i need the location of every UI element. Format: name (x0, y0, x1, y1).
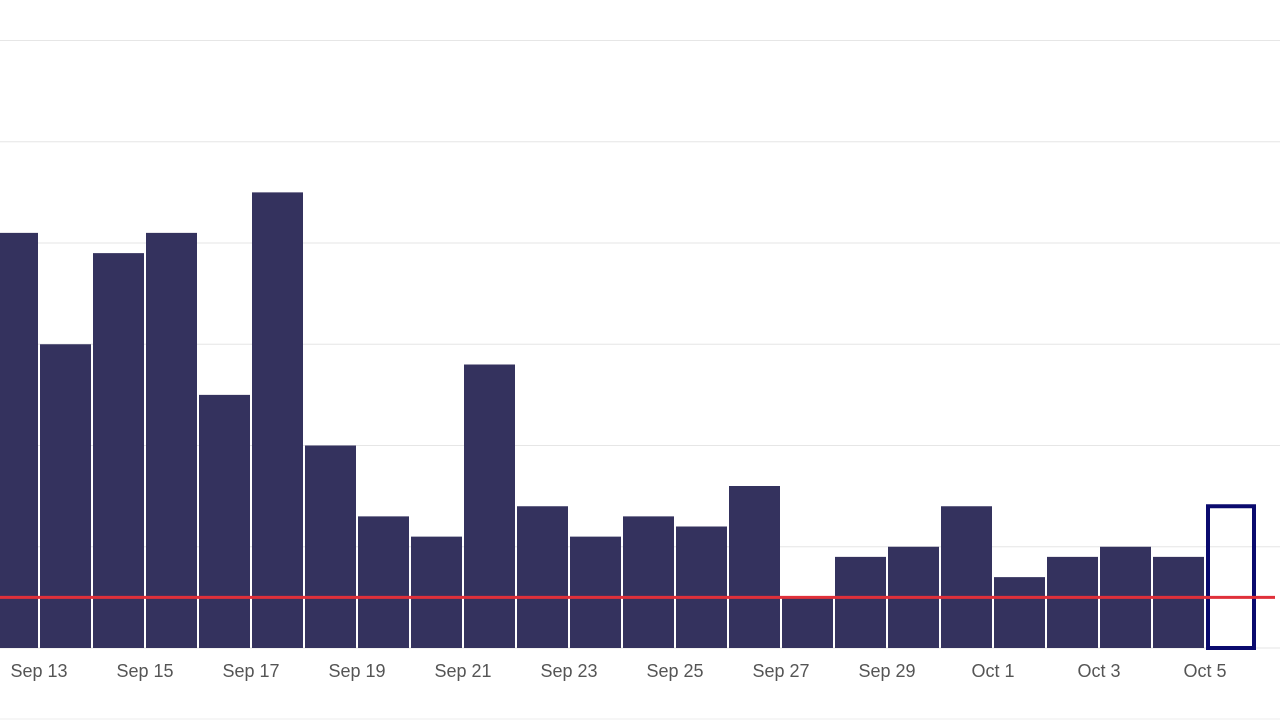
bar (305, 445, 356, 648)
bar (464, 364, 515, 648)
bar (0, 232, 38, 648)
bar (358, 516, 409, 648)
x-tick-label: Sep 25 (646, 661, 703, 681)
bar (676, 526, 727, 648)
bar (994, 577, 1045, 648)
x-tick-label: Sep 29 (858, 661, 915, 681)
bar (146, 232, 197, 648)
bar (570, 536, 621, 648)
bar (1047, 556, 1098, 648)
x-tick-label: Sep 19 (328, 661, 385, 681)
bar (729, 486, 780, 648)
x-tick-label: Sep 23 (540, 661, 597, 681)
bar (623, 516, 674, 648)
bar (1153, 556, 1204, 648)
x-tick-label: Oct 5 (1183, 661, 1226, 681)
bar (411, 536, 462, 648)
x-tick-label: Sep 27 (752, 661, 809, 681)
bar (782, 597, 833, 648)
x-tick-label: Sep 13 (10, 661, 67, 681)
x-tick-label: Sep 17 (222, 661, 279, 681)
x-tick-label: Sep 21 (434, 661, 491, 681)
x-tick-label: Sep 15 (116, 661, 173, 681)
bar (517, 506, 568, 648)
highlight-bar (1206, 504, 1256, 650)
bar (93, 253, 144, 648)
bar (199, 394, 250, 648)
bar (835, 556, 886, 648)
x-tick-label: Oct 1 (971, 661, 1014, 681)
bar (252, 192, 303, 648)
bar (40, 344, 91, 648)
x-tick-label: Oct 3 (1077, 661, 1120, 681)
bar (941, 506, 992, 648)
